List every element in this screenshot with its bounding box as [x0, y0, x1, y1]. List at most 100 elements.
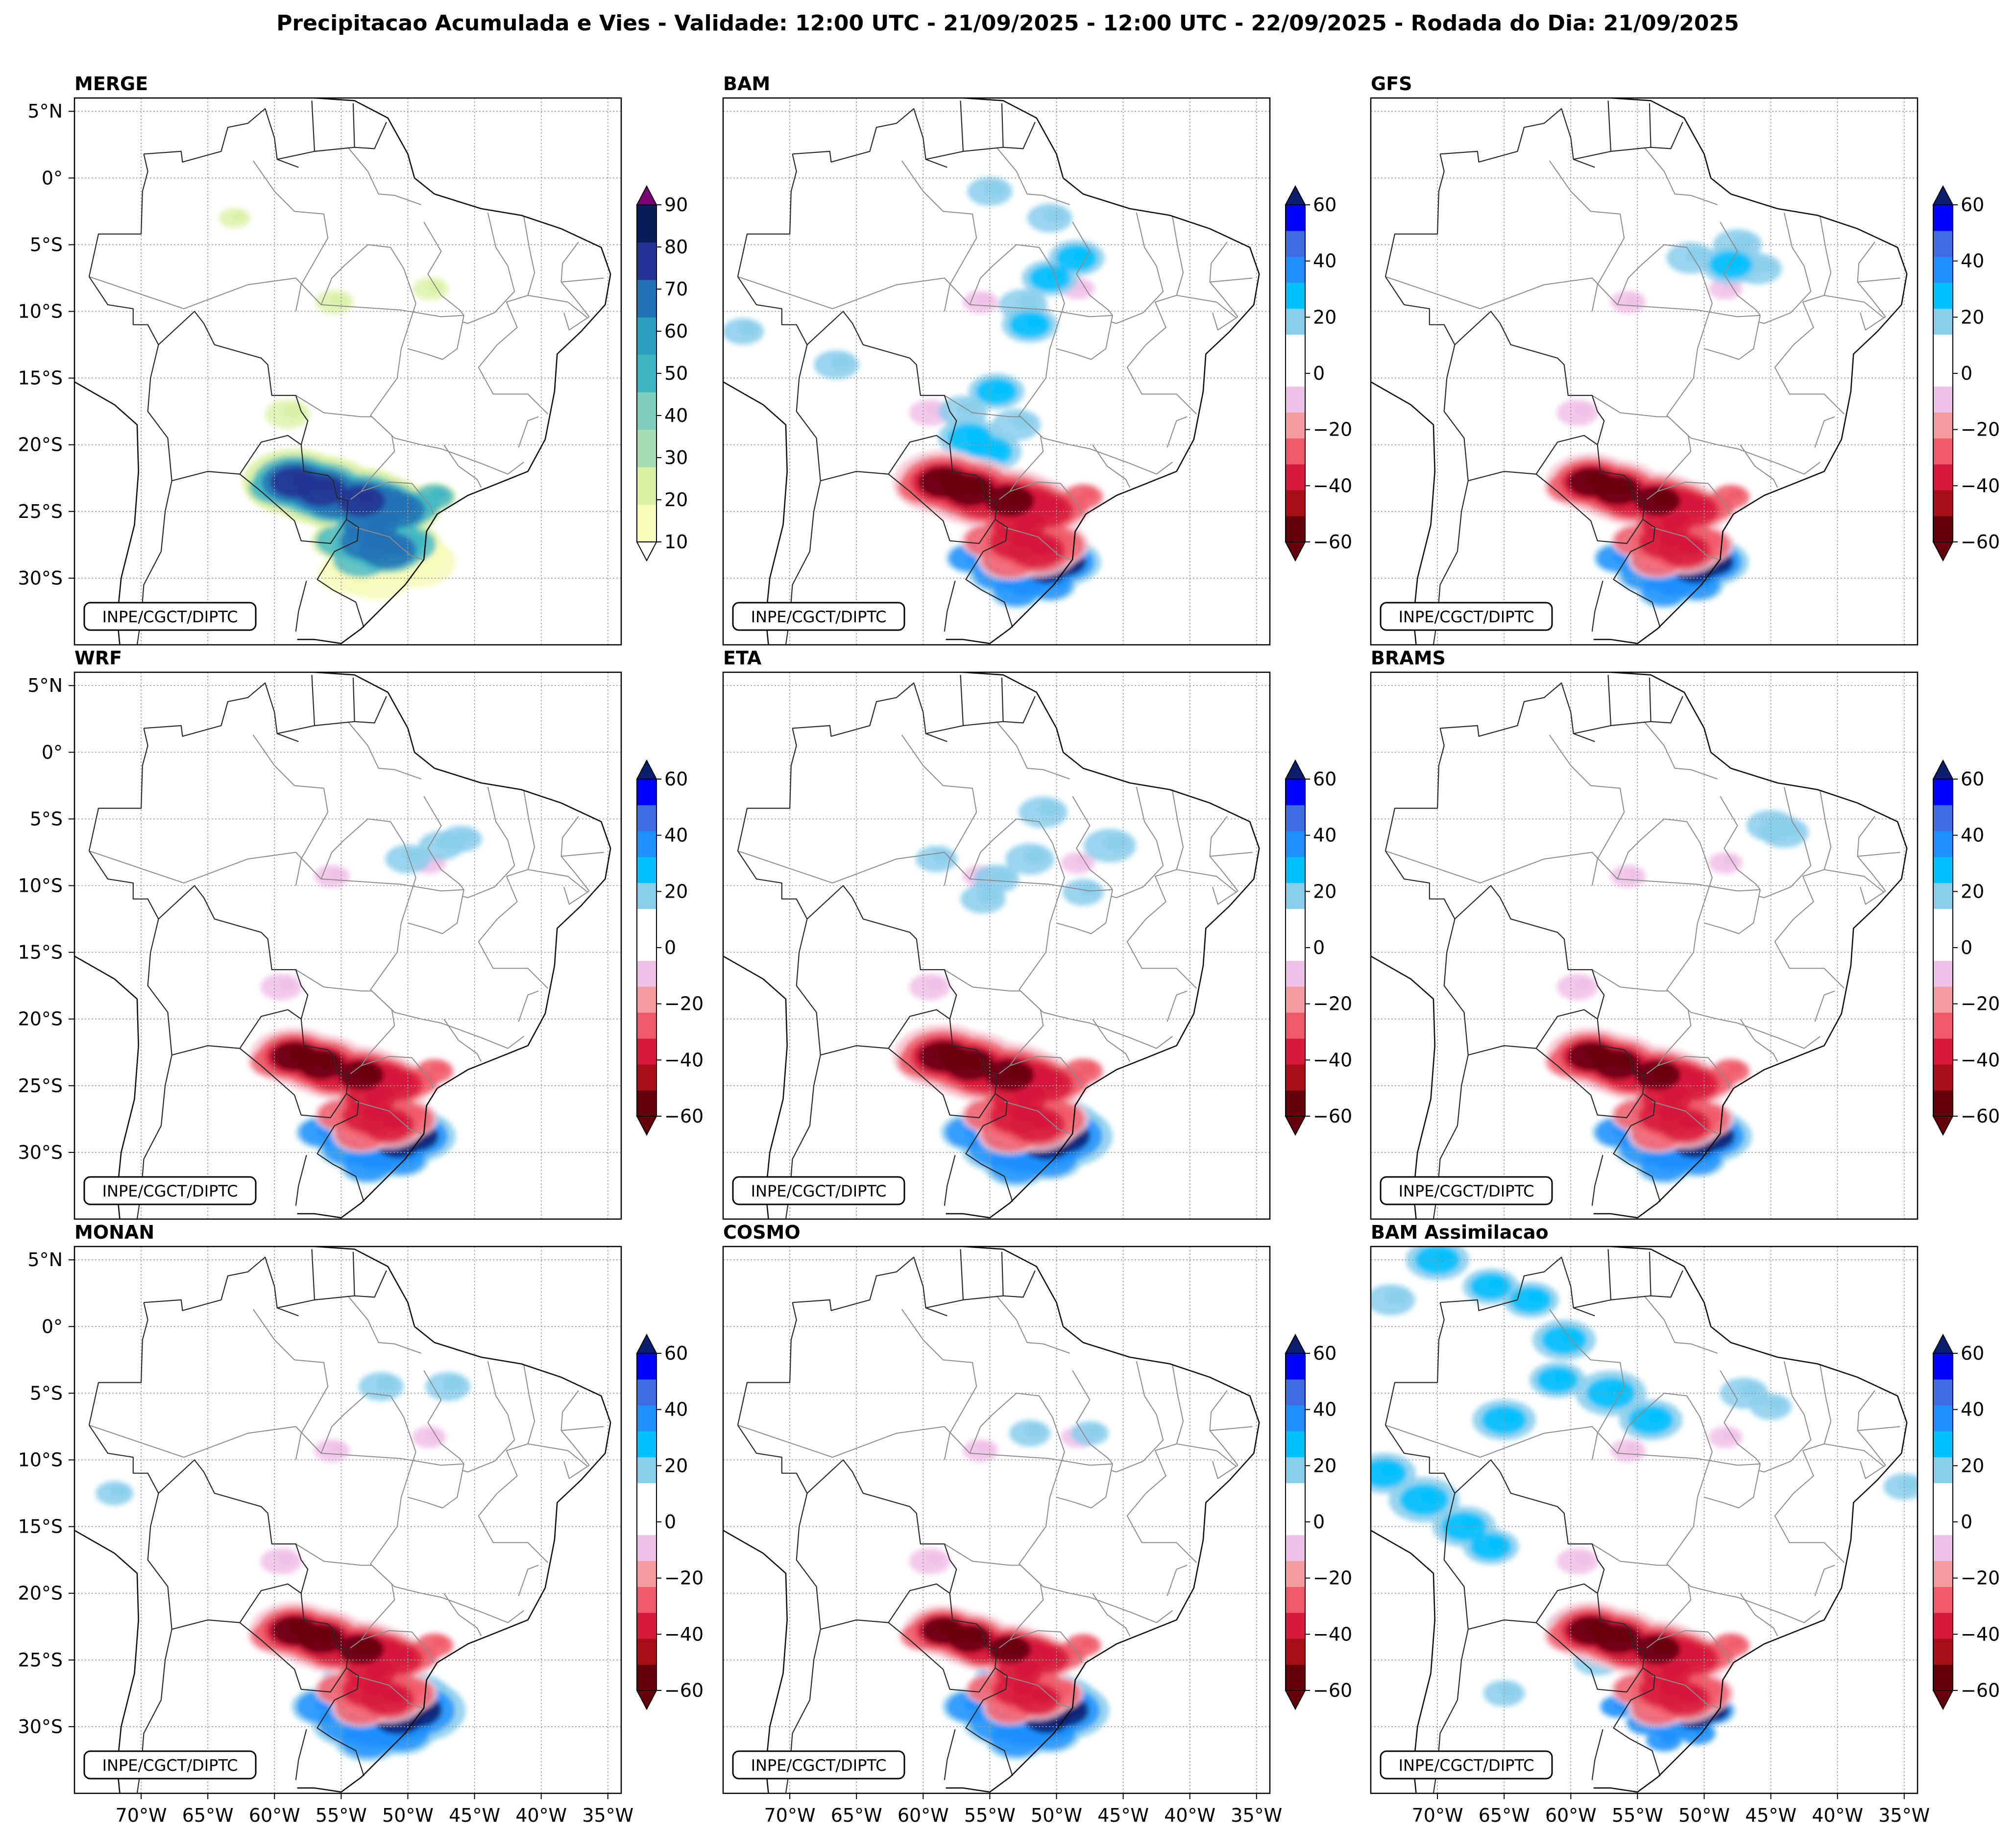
- colorbar-tick-label: −60: [1313, 531, 1352, 553]
- field-core: [1662, 1663, 1684, 1678]
- colorbar-segment: [637, 1561, 656, 1587]
- field-core: [1686, 247, 1708, 263]
- field-core: [365, 1088, 388, 1104]
- credit-text: INPE/CGCT/DIPTC: [751, 1182, 887, 1200]
- colorbar-segment: [1286, 308, 1305, 335]
- coastline: [1593, 98, 1908, 644]
- field-core: [283, 404, 303, 418]
- colorbar-segment: [1933, 230, 1953, 257]
- lat-tick-label: 10°S: [18, 875, 63, 897]
- field-core: [1025, 1424, 1044, 1437]
- lon-tick-label: 60°W: [1545, 1805, 1597, 1826]
- lat-tick-label: 10°S: [18, 1449, 63, 1471]
- colorbar-segment: [1286, 516, 1305, 542]
- colorbar-tick-label: 20: [1961, 306, 1984, 328]
- map-panel-bam: BAM INPE/CGCT/DIPTC 60 40 20 0 −20 −40 −60: [722, 73, 1352, 646]
- colorbar-tick-label: 40: [1961, 250, 1984, 272]
- colorbar-segment: [1933, 1379, 1953, 1406]
- colorbar-segment: [1933, 360, 1953, 387]
- field-core: [965, 1053, 987, 1069]
- field-core: [1625, 294, 1641, 306]
- colorbar-segment: [1933, 1353, 1953, 1380]
- colorbar-segment: [1286, 412, 1305, 439]
- colorbar-tick-label: −20: [1961, 1567, 2000, 1589]
- lon-tick-label: 65°W: [1479, 1805, 1530, 1826]
- colorbar-segment: [1933, 779, 1953, 806]
- lat-tick-label: 20°S: [18, 1008, 63, 1030]
- colorbar-eta: 60 40 20 0 −20 −40 −60: [1285, 759, 1352, 1136]
- colorbar-segment: [1286, 282, 1305, 309]
- colorbar-tick-label: −40: [1313, 1049, 1352, 1071]
- map-content: [1371, 672, 1918, 1219]
- panel-grid: MERGE INPE/CGCT/DIPTC 5°N 0° 5°S 10°S 15°S 20°S…: [18, 73, 2000, 1826]
- field-core: [1012, 582, 1032, 596]
- colorbar-extend-min: [1285, 1116, 1306, 1136]
- boundaries: [1371, 98, 1908, 645]
- colorbar-extend-min: [1932, 541, 1954, 562]
- west-coastline: [723, 955, 788, 1219]
- map-frame: [73, 97, 622, 646]
- field-core: [431, 1637, 447, 1649]
- lat-tick-label: 5°S: [30, 1382, 63, 1404]
- colorbar-segment: [1933, 960, 1953, 987]
- lon-tick-label: 55°W: [964, 1805, 1016, 1826]
- west-coastline: [723, 381, 788, 645]
- boundaries: [1371, 672, 1908, 1219]
- lat-tick-label: 15°S: [18, 942, 63, 963]
- field-layer: [219, 208, 456, 600]
- colorbar-tick-label: 60: [1313, 1343, 1336, 1364]
- colorbar-segment: [1286, 934, 1305, 961]
- field-core: [1025, 848, 1047, 864]
- lon-tick-label: 65°W: [831, 1805, 882, 1826]
- colorbar-tick-label: 60: [1961, 194, 1984, 216]
- west-coastline: [1371, 1529, 1435, 1793]
- colorbar-tick-label: 40: [664, 825, 688, 846]
- field-core: [1031, 1112, 1056, 1130]
- colorbar-segment: [1286, 1038, 1305, 1065]
- field-core: [1573, 1552, 1592, 1565]
- field-core: [1767, 1397, 1785, 1411]
- colorbar-segment: [1286, 438, 1305, 465]
- field-core: [1779, 822, 1801, 837]
- lon-tick-label: 55°W: [316, 1805, 367, 1826]
- colorbar-segment: [1286, 1353, 1305, 1380]
- field-core: [992, 382, 1011, 395]
- colorbar-tick-label: −40: [1313, 1623, 1352, 1645]
- boundaries: [74, 98, 611, 645]
- colorbar-segment: [637, 1457, 656, 1484]
- panel-title: BAM Assimilacao: [1371, 1222, 1549, 1243]
- colorbar-extend-max: [1285, 185, 1306, 205]
- colorbar-segment: [1933, 205, 1953, 231]
- colorbar-tick-label: 60: [664, 1343, 688, 1364]
- credit-box: INPE/CGCT/DIPTC: [732, 602, 905, 631]
- field-core: [277, 978, 295, 991]
- colorbar-segment: [637, 960, 656, 987]
- boundaries: [723, 98, 1260, 645]
- colorbar-segment: [1933, 1613, 1953, 1639]
- field-core: [356, 1065, 377, 1079]
- colorbar-segment: [637, 1535, 656, 1561]
- field-core: [992, 869, 1012, 883]
- field-core: [1573, 404, 1592, 417]
- lat-tick-label: 5°N: [27, 100, 63, 122]
- field-core: [1038, 802, 1060, 817]
- lon-tick-label: 50°W: [1678, 1805, 1730, 1826]
- colorbar-segment: [637, 805, 656, 831]
- figure-title: Precipitacao Acumulada e Vies - Validade…: [276, 11, 1739, 36]
- lat-tick-label: 5°N: [27, 1249, 63, 1271]
- credit-text: INPE/CGCT/DIPTC: [751, 1756, 887, 1775]
- colorbar-tick-label: −60: [1961, 1105, 2000, 1127]
- colorbar-tick-label: 20: [1313, 880, 1336, 902]
- colorbar-tick-label: −20: [1313, 1567, 1352, 1589]
- credit-box: INPE/CGCT/DIPTC: [83, 1750, 257, 1780]
- colorbar-segment: [1933, 856, 1953, 883]
- field-core: [1079, 1063, 1096, 1075]
- map-frame: [1370, 97, 1919, 646]
- field-core: [1079, 489, 1096, 501]
- coastline: [297, 98, 611, 644]
- lat-tick-label: 20°S: [18, 434, 63, 456]
- map-content: [723, 672, 1270, 1219]
- colorbar-tick-label: 40: [1313, 250, 1336, 272]
- map-content: [723, 98, 1270, 645]
- west-coastline: [74, 955, 140, 1219]
